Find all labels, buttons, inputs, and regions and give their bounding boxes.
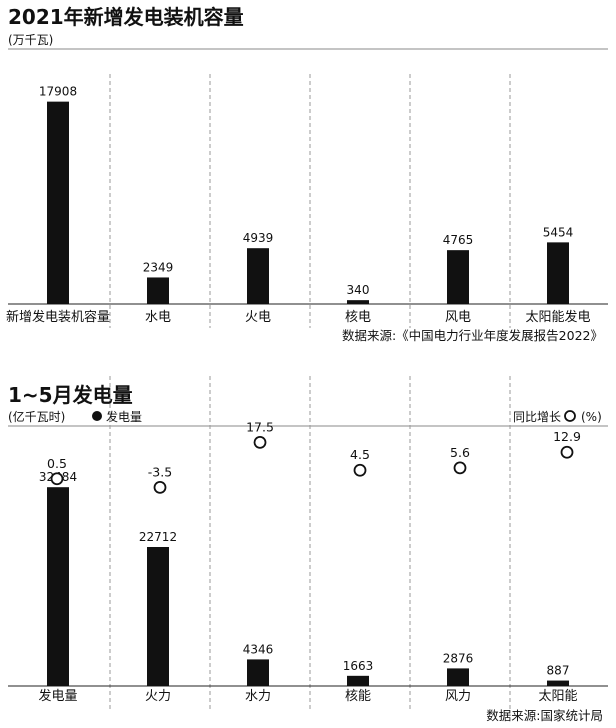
- category-label: 火电: [245, 310, 271, 325]
- chart1-source: 数据来源:《中国电力行业年度发展报告2022》: [342, 328, 603, 343]
- category-label: 核能: [345, 689, 371, 704]
- chart2-legend-series2: 同比增长: [513, 410, 561, 424]
- bar-value-label: 22712: [139, 530, 177, 544]
- growth-marker: [560, 445, 574, 459]
- bar-1-1: [147, 277, 169, 304]
- bar-1-0: [47, 101, 69, 304]
- category-label: 风力: [445, 689, 471, 704]
- growth-marker: [353, 463, 367, 477]
- chart2-title: 1~5月发电量: [8, 383, 133, 407]
- category-label: 水电: [145, 310, 171, 325]
- chart2-source: 数据来源:国家统计局: [486, 708, 603, 723]
- bar-value-label: 2876: [443, 651, 474, 665]
- bar-value-label: 2349: [143, 260, 174, 274]
- bar-1-3: [347, 300, 369, 304]
- growth-marker: [50, 472, 64, 486]
- growth-value-label: 5.6: [450, 445, 470, 460]
- bar-value-label: 887: [547, 664, 570, 678]
- growth-marker: [253, 435, 267, 449]
- bar-2-3: [347, 675, 369, 686]
- legend-open-circle-icon: [564, 410, 576, 422]
- growth-value-label: 4.5: [350, 447, 370, 462]
- growth-value-label: 12.9: [553, 429, 581, 444]
- chart2-legend-series1: 发电量: [106, 409, 142, 424]
- category-label: 新增发电装机容量: [6, 309, 110, 325]
- bar-value-label: 5454: [543, 225, 574, 239]
- bar-2-4: [447, 668, 469, 686]
- bar-2-0: [47, 487, 69, 686]
- category-label: 核电: [345, 310, 371, 325]
- growth-value-label: 0.5: [47, 456, 67, 471]
- bar-1-2: [247, 248, 269, 304]
- chart2-legend-unit: (%): [581, 410, 602, 424]
- category-label: 太阳能: [538, 689, 577, 704]
- category-label: 太阳能发电: [525, 309, 590, 325]
- bar-value-label: 4346: [243, 642, 274, 656]
- bar-value-label: 1663: [343, 659, 374, 673]
- bar-2-2: [247, 659, 269, 686]
- category-label: 火力: [145, 689, 171, 704]
- bar-value-label: 4765: [443, 233, 474, 247]
- growth-value-label: -3.5: [148, 464, 172, 479]
- category-label: 风电: [445, 310, 471, 325]
- category-label: 发电量: [38, 688, 77, 704]
- bar-1-5: [547, 242, 569, 304]
- bar-1-4: [447, 250, 469, 304]
- bar-value-label: 17908: [39, 85, 77, 99]
- chart1-unit: (万千瓦): [8, 33, 53, 47]
- category-label: 水力: [245, 689, 271, 704]
- legend-filled-circle-icon: [92, 411, 102, 421]
- growth-value-label: 17.5: [246, 419, 274, 434]
- chart1-plot: 17908 新增发电装机容量 2349 水电 4939 火电 340 核电 4765 风电 5454…: [6, 74, 608, 328]
- chart2-unit: (亿千瓦时): [8, 409, 65, 424]
- chart1-title: 2021年新增发电装机容量: [8, 5, 244, 29]
- growth-marker: [453, 461, 467, 475]
- bar-2-1: [147, 547, 169, 686]
- bar-value-label: 340: [347, 283, 370, 297]
- bar-value-label: 4939: [243, 231, 274, 245]
- chart2-plot: 32484发电量22712火力4346水力1663核能2876风力887太阳能0…: [8, 376, 608, 710]
- bar-2-5: [547, 680, 569, 686]
- growth-marker: [153, 480, 167, 494]
